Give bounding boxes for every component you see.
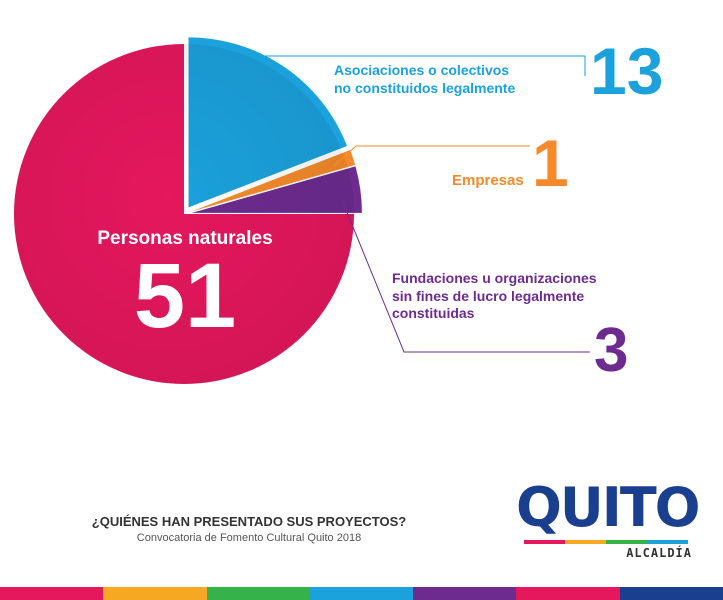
slice-label-personas: Personas naturales xyxy=(97,228,273,249)
label-fundaciones-line3: constituidas xyxy=(392,305,475,321)
slice-value-personas: 51 xyxy=(133,245,237,347)
stripe-segment xyxy=(309,587,414,600)
logo-subtitle: ALCALDÍA xyxy=(626,546,692,560)
stripe-segment xyxy=(0,587,104,600)
label-fundaciones-line1: Fundaciones u organizaciones xyxy=(392,270,597,286)
label-asociaciones-line1: Asociaciones o colectivos xyxy=(334,62,510,78)
label-empresas: Empresas xyxy=(452,172,524,189)
footer-title: ¿QUIÉNES HAN PRESENTADO SUS PROYECTOS? xyxy=(91,514,407,529)
stripe-segment xyxy=(413,587,517,600)
label-fundaciones-line2: sin fines de lucro legalmente xyxy=(392,287,585,304)
value-fundaciones: 3 xyxy=(594,316,629,385)
value-asociaciones: 13 xyxy=(590,34,664,108)
stripe-segment xyxy=(516,587,620,600)
logo-color-bar xyxy=(524,540,688,544)
stripe-segment xyxy=(206,587,310,600)
leader-line-fundaciones xyxy=(341,199,590,353)
label-asociaciones: Asociaciones o colectivos no constituido… xyxy=(334,62,584,97)
leader-line-asociaciones xyxy=(262,55,586,76)
label-asociaciones-line2: no constituidos legalmente xyxy=(334,79,516,96)
bottom-color-stripe xyxy=(0,587,723,600)
stripe-segment xyxy=(103,587,207,600)
value-empresas: 1 xyxy=(532,126,569,200)
label-fundaciones: Fundaciones u organizaciones sin fines d… xyxy=(392,270,692,323)
pie-shading xyxy=(14,44,354,384)
leader-line-empresas xyxy=(333,145,530,167)
quito-logo: QUITO ALCALDÍA xyxy=(516,476,701,562)
stripe-segment xyxy=(619,587,723,600)
footer-subtitle: Convocatoria de Fomento Cultural Quito 2… xyxy=(136,532,362,544)
logo-wordmark: QUITO xyxy=(516,476,701,539)
